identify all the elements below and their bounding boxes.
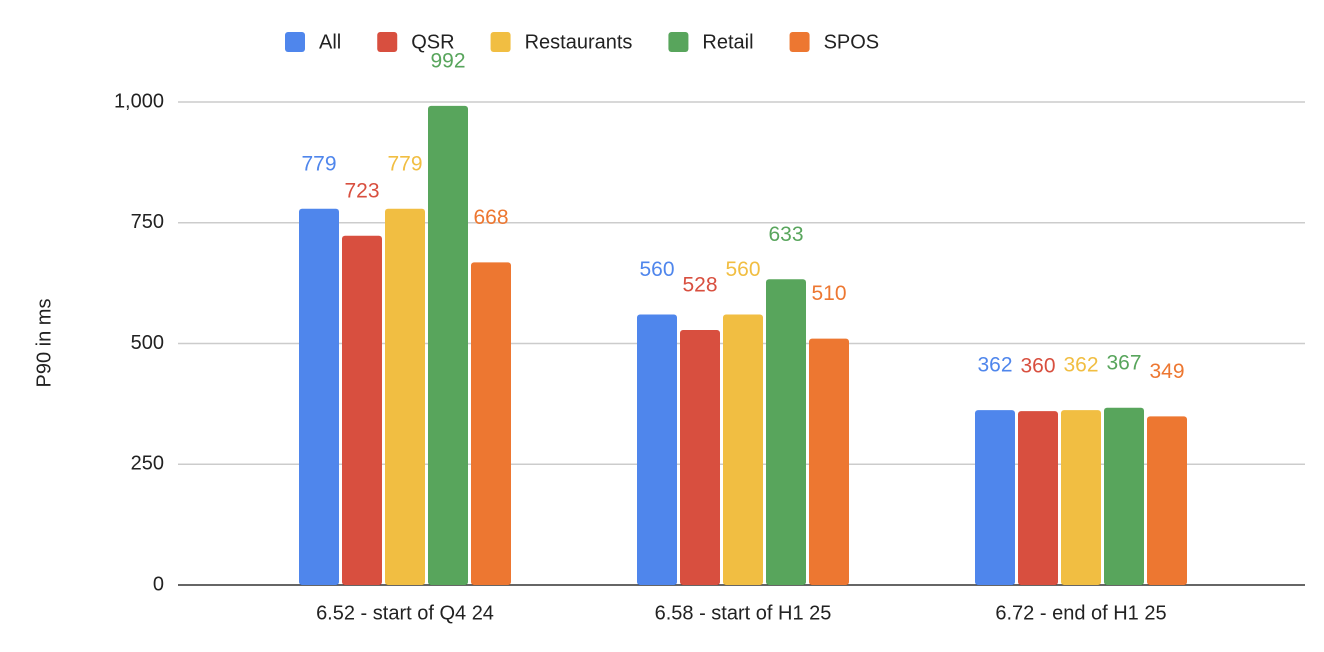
value-label: 367 [1106,351,1141,374]
value-label: 362 [977,354,1012,377]
bar [428,105,468,585]
legend-swatch [789,32,810,52]
value-label: 349 [1149,360,1184,383]
bar [471,262,511,585]
value-label: 633 [768,223,803,246]
legend-label: All [319,31,341,53]
legend-label: QSR [411,31,454,53]
value-label: 992 [430,49,465,72]
legend-swatch [668,32,689,52]
y-tick-label: 750 [131,211,164,233]
bar [1104,407,1144,585]
legend-label: Retail [702,31,753,53]
value-label: 528 [682,274,717,297]
value-label: 560 [639,258,674,281]
value-label: 723 [344,179,379,202]
legend-swatch [377,32,398,52]
bar [1018,411,1058,585]
bar [385,208,425,586]
value-label: 362 [1063,354,1098,377]
value-label: 779 [387,152,422,175]
y-axis-label: P90 in ms [33,299,55,388]
value-label: 360 [1020,355,1055,378]
value-label: 779 [301,152,336,175]
y-tick-label: 0 [153,573,164,595]
bar [342,235,382,585]
legend-label: Restaurants [525,31,633,53]
bar [723,314,763,585]
y-tick-label: 500 [131,332,164,354]
legend-swatch [285,32,305,52]
value-label: 510 [811,282,846,305]
value-label: 668 [473,206,508,229]
bar [1147,416,1187,585]
bar [809,338,849,585]
bar [637,314,677,585]
x-tick-label: 6.58 - start of H1 25 [655,602,832,624]
legend-label: SPOS [824,31,880,53]
x-tick-label: 6.72 - end of H1 25 [995,602,1166,624]
bar [1061,410,1101,585]
bar [299,208,339,586]
legend-swatch [490,32,511,52]
bar [680,329,720,585]
y-tick-label: 250 [131,453,164,475]
bar [766,279,806,585]
y-tick-label: 1,000 [114,90,164,112]
value-label: 560 [725,258,760,281]
bar [975,410,1015,585]
x-tick-label: 6.52 - start of Q4 24 [316,602,494,624]
